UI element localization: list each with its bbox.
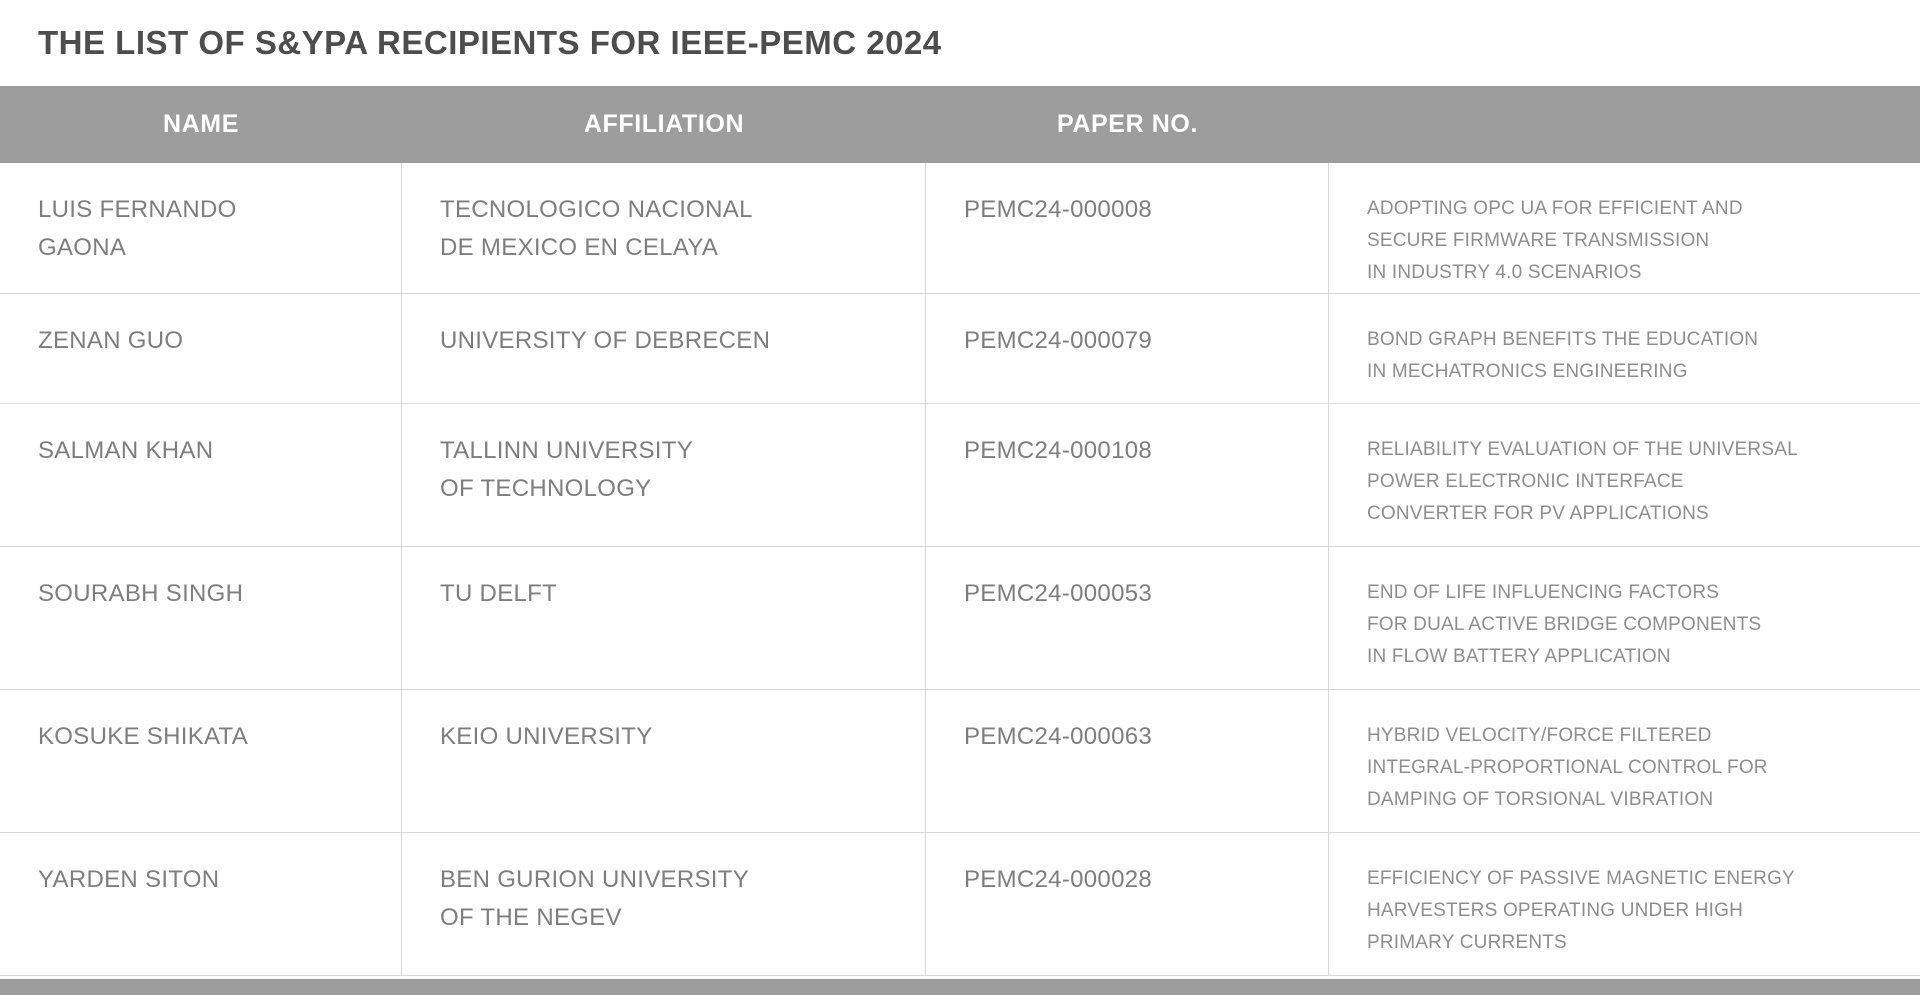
header-name: NAME xyxy=(162,110,239,138)
cell-affiliation: KEIO UNIVERSITY xyxy=(402,690,926,832)
cell-name: LUIS FERNANDO GAONA xyxy=(0,163,402,293)
table-row: SOURABH SINGH TU DELFT PEMC24-000053 END… xyxy=(0,547,1920,690)
cell-paper-no: PEMC24-000053 xyxy=(926,547,1329,689)
cell-name: SOURABH SINGH xyxy=(0,547,402,689)
cell-paper-title: HYBRID VELOCITY/FORCE FILTERED INTEGRAL-… xyxy=(1367,725,1768,810)
table-row: LUIS FERNANDO GAONA TECNOLOGICO NACIONAL… xyxy=(0,163,1920,294)
recipients-table: NAME AFFILIATION PAPER NO. LUIS FERNANDO… xyxy=(0,86,1920,976)
cell-name: YARDEN SITON xyxy=(0,833,402,975)
title-bar: THE LIST OF S&YPA RECIPIENTS FOR IEEE-PE… xyxy=(0,0,1920,86)
cell-paper-no: PEMC24-000079 xyxy=(926,294,1329,403)
cell-affiliation: BEN GURION UNIVERSITY OF THE NEGEV xyxy=(402,833,926,975)
cell-paper-no: PEMC24-000063 xyxy=(926,690,1329,832)
cell-paper-title: BOND GRAPH BENEFITS THE EDUCATION IN MEC… xyxy=(1367,329,1759,382)
header-paper-no: PAPER NO. xyxy=(1056,110,1199,138)
cell-affiliation: TALLINN UNIVERSITY OF TECHNOLOGY xyxy=(402,404,926,546)
table-header-row: NAME AFFILIATION PAPER NO. xyxy=(0,86,1920,163)
cell-affiliation: TECNOLOGICO NACIONAL DE MEXICO EN CELAYA xyxy=(402,163,926,293)
table-row: SALMAN KHAN TALLINN UNIVERSITY OF TECHNO… xyxy=(0,404,1920,547)
page-title: THE LIST OF S&YPA RECIPIENTS FOR IEEE-PE… xyxy=(38,24,942,61)
cell-paper-no: PEMC24-000008 xyxy=(926,163,1329,293)
cell-name: ZENAN GUO xyxy=(0,294,402,403)
cell-paper-title: ADOPTING OPC UA FOR EFFICIENT AND SECURE… xyxy=(1367,198,1743,283)
cell-affiliation: UNIVERSITY OF DEBRECEN xyxy=(402,294,926,403)
table-row: ZENAN GUO UNIVERSITY OF DEBRECEN PEMC24-… xyxy=(0,294,1920,404)
cell-paper-no: PEMC24-000108 xyxy=(926,404,1329,546)
cell-name: KOSUKE SHIKATA xyxy=(0,690,402,832)
next-section-header-bar xyxy=(0,979,1920,995)
table-row: YARDEN SITON BEN GURION UNIVERSITY OF TH… xyxy=(0,833,1920,976)
table-row: KOSUKE SHIKATA KEIO UNIVERSITY PEMC24-00… xyxy=(0,690,1920,833)
cell-paper-title: RELIABILITY EVALUATION OF THE UNIVERSAL … xyxy=(1367,439,1798,524)
cell-paper-title: END OF LIFE INFLUENCING FACTORS FOR DUAL… xyxy=(1367,582,1762,667)
header-affiliation: AFFILIATION xyxy=(583,110,745,138)
cell-paper-title: EFFICIENCY OF PASSIVE MAGNETIC ENERGY HA… xyxy=(1367,868,1795,953)
cell-paper-no: PEMC24-000028 xyxy=(926,833,1329,975)
cell-name: SALMAN KHAN xyxy=(0,404,402,546)
cell-affiliation: TU DELFT xyxy=(402,547,926,689)
